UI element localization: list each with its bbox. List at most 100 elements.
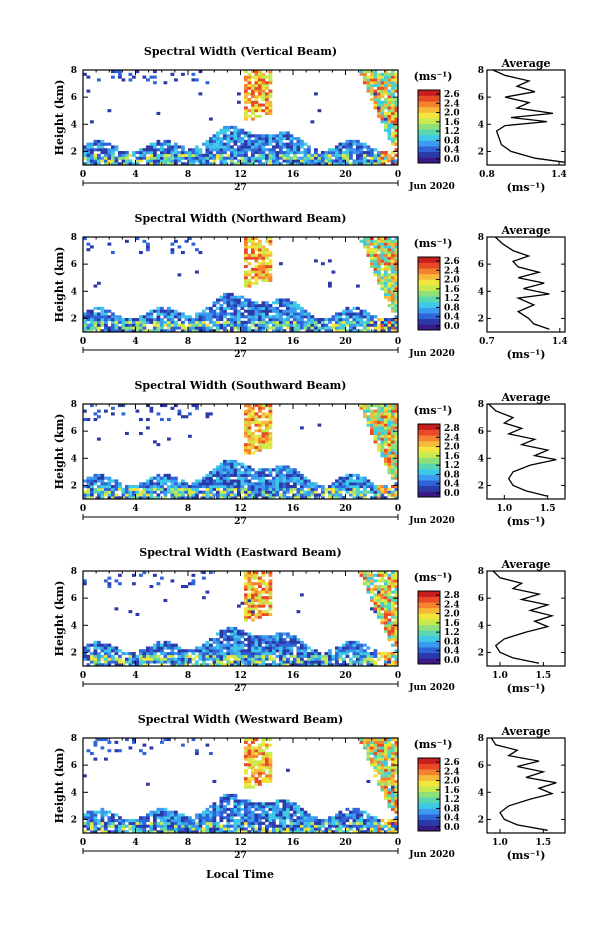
heatmap-cell: [205, 81, 210, 85]
heatmap-cell: [384, 111, 388, 115]
heatmap-cell: [170, 151, 175, 155]
heatmap-cell: [100, 746, 105, 750]
heatmap-cell: [254, 315, 259, 319]
heatmap-cell: [394, 89, 399, 93]
heatmap-cell: [191, 242, 196, 246]
heatmap-cell: [387, 128, 392, 132]
heatmap-cell: [268, 242, 273, 246]
average-y-tick-label: 4: [478, 120, 484, 130]
heatmap-cell: [219, 805, 224, 809]
heatmap-cell: [160, 145, 164, 149]
heatmap-cell: [233, 151, 238, 155]
heatmap-cell: [342, 145, 346, 149]
heatmap-cell: [373, 417, 378, 422]
heatmap-cell: [384, 587, 388, 591]
heatmap-cell: [177, 145, 182, 149]
heatmap-cell: [139, 318, 143, 322]
heatmap-cell: [146, 417, 150, 422]
colorbar-tick-label: 0.0: [444, 656, 460, 666]
heatmap-cell: [174, 151, 178, 155]
heatmap-cell: [174, 485, 178, 489]
heatmap-cell: [387, 109, 392, 113]
heatmap-cell: [237, 301, 241, 305]
heatmap-cell: [265, 248, 269, 252]
heatmap-cell: [394, 125, 399, 129]
y-tick-label: 4: [71, 287, 77, 297]
heatmap-cell: [111, 490, 115, 494]
heatmap-cell: [258, 579, 262, 583]
heatmap-cell: [139, 417, 143, 422]
heatmap-cell: [268, 431, 273, 436]
heatmap-cell: [387, 117, 392, 121]
heatmap-cell: [356, 145, 360, 149]
heatmap-cell: [226, 301, 231, 305]
heatmap-cell: [377, 326, 381, 330]
heatmap-cell: [111, 156, 115, 160]
heatmap-cell: [83, 156, 87, 160]
heatmap-cell: [114, 487, 119, 491]
heatmap-cell: [258, 153, 262, 157]
x-tick-label: 0: [80, 504, 86, 514]
heatmap-cell: [174, 810, 178, 814]
heatmap-cell: [244, 830, 248, 834]
heatmap-cell: [261, 468, 266, 472]
heatmap-cell: [86, 162, 91, 166]
heatmap-cell: [370, 657, 374, 661]
heatmap-cell: [125, 151, 129, 155]
heatmap-cell: [387, 604, 392, 608]
heatmap-cell: [258, 239, 262, 243]
heatmap-cell: [247, 657, 252, 661]
heatmap-cell: [240, 816, 245, 820]
heatmap-cell: [254, 646, 259, 650]
heatmap-cell: [363, 415, 367, 419]
heatmap-cell: [156, 139, 161, 143]
heatmap-cell: [244, 785, 248, 789]
heatmap-cell: [272, 479, 276, 483]
heatmap-cell: [188, 156, 192, 160]
heatmap-cell: [384, 262, 388, 266]
heatmap-cell: [254, 89, 259, 93]
heatmap-cell: [86, 476, 91, 480]
heatmap-cell: [268, 649, 273, 653]
heatmap-cell: [244, 106, 248, 110]
heatmap-cell: [244, 70, 248, 74]
heatmap-cell: [114, 607, 119, 611]
heatmap-cell: [139, 573, 143, 577]
heatmap-cell: [247, 782, 252, 786]
heatmap-cell: [303, 646, 308, 650]
heatmap-cell: [188, 237, 192, 241]
heatmap-cell: [149, 312, 154, 316]
heatmap-cell: [296, 320, 301, 324]
heatmap-cell: [335, 323, 339, 327]
heatmap-cell: [377, 111, 381, 115]
heatmap-cell: [370, 264, 374, 269]
heatmap-cell: [387, 632, 392, 636]
heatmap-cell: [247, 75, 252, 79]
heatmap-cell: [233, 485, 238, 489]
heatmap-cell: [391, 298, 395, 302]
heatmap-cell: [282, 496, 287, 500]
colorbar-swatch: [418, 457, 440, 464]
heatmap-cell: [307, 315, 311, 319]
heatmap-cell: [216, 824, 220, 828]
heatmap-cell: [370, 81, 374, 85]
heatmap-cell: [359, 315, 364, 319]
heatmap-cell: [391, 162, 395, 166]
heatmap-cell: [226, 318, 231, 322]
heatmap-cell: [258, 139, 262, 143]
heatmap-cell: [394, 245, 399, 249]
heatmap-cell: [170, 660, 175, 664]
heatmap-cell: [237, 821, 241, 825]
heatmap-cell: [363, 409, 367, 413]
heatmap-cell: [258, 315, 262, 319]
heatmap-cell: [170, 320, 175, 324]
heatmap-cell: [132, 824, 136, 828]
x-tick-label: 0: [395, 504, 401, 514]
heatmap-cell: [111, 660, 115, 664]
colorbar-swatch: [418, 607, 440, 614]
heatmap-cell: [244, 649, 248, 653]
heatmap-cell: [391, 304, 395, 308]
heatmap-cell: [254, 768, 259, 772]
heatmap-cell: [394, 103, 399, 107]
heatmap-cell: [377, 406, 381, 410]
